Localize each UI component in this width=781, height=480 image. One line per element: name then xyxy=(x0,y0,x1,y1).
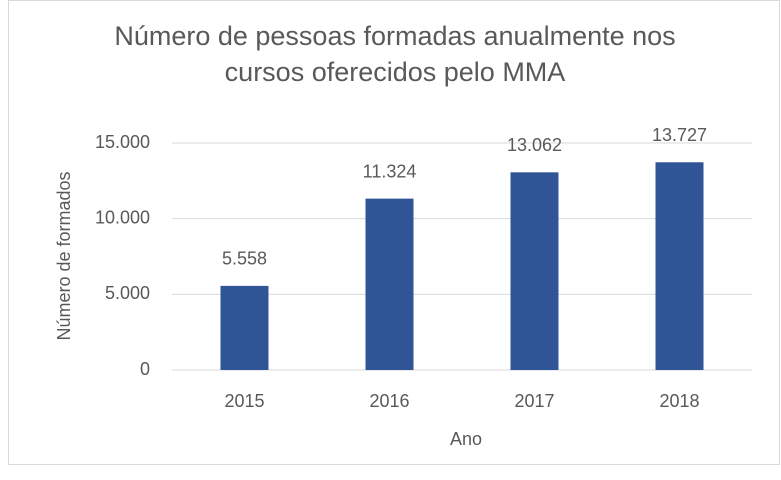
y-tick-label: 10.000 xyxy=(95,207,150,227)
x-tick-label: 2016 xyxy=(369,391,409,411)
y-tick-label: 5.000 xyxy=(105,283,150,303)
bar xyxy=(655,162,704,370)
value-label: 13.062 xyxy=(507,135,562,155)
bar xyxy=(220,285,269,370)
value-label: 5.558 xyxy=(222,249,267,269)
chart-border xyxy=(8,0,780,465)
y-axis-title: Número de formados xyxy=(54,171,74,340)
value-label: 11.324 xyxy=(363,161,417,181)
y-tick-label: 0 xyxy=(140,359,150,379)
bar xyxy=(365,198,414,370)
value-label: 13.727 xyxy=(652,125,707,145)
x-tick-label: 2018 xyxy=(659,391,699,411)
x-tick-label: 2017 xyxy=(514,391,554,411)
chart-title: Número de pessoas formadas anualmente no… xyxy=(114,21,676,87)
y-tick-label: 15.000 xyxy=(95,132,150,152)
x-axis-title: Ano xyxy=(450,429,482,449)
x-tick-label: 2015 xyxy=(224,391,264,411)
bar xyxy=(510,172,559,370)
